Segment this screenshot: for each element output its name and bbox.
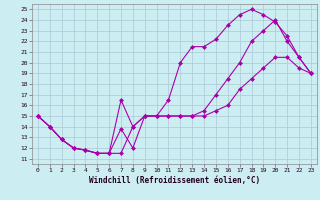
X-axis label: Windchill (Refroidissement éolien,°C): Windchill (Refroidissement éolien,°C): [89, 176, 260, 185]
